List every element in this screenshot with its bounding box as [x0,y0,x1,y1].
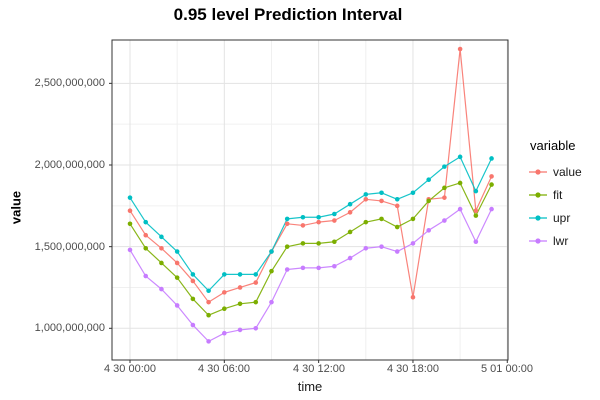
x-axis-title: time [297,379,323,394]
y-tick-label: 1,000,000,000 [34,322,105,334]
legend: variable value fit upr lwr [528,138,600,252]
x-tick-label: 4 30 18:00 [387,363,439,375]
chart-title: 0.95 level Prediction Interval [173,5,403,24]
x-tick-label: 4 30 12:00 [293,363,345,375]
legend-key-line-dot-icon [529,237,547,244]
x-tick-label: 4 30 06:00 [198,363,250,375]
legend-label: fit [553,187,563,202]
y-tick-label: 1,500,000,000 [34,241,105,253]
legend-item-fit: fit [528,183,600,206]
legend-label: lwr [553,233,569,248]
legend-item-value: value [528,160,600,183]
legend-label: value [553,164,582,179]
y-axis-title: value [8,190,24,225]
legend-key-line-dot-icon [529,214,547,221]
x-tick-label: 4 30 00:00 [104,363,156,375]
y-tick-label: 2,000,000,000 [34,159,105,171]
legend-key-line-dot-icon [529,168,547,175]
legend-key-line-dot-icon [529,191,547,198]
y-tick-label: 2,500,000,000 [34,77,105,89]
x-tick-label: 5 01 00:00 [481,363,533,375]
legend-item-lwr: lwr [528,229,600,252]
legend-title: variable [530,138,576,153]
legend-label: upr [553,210,571,225]
legend-item-upr: upr [528,206,600,229]
